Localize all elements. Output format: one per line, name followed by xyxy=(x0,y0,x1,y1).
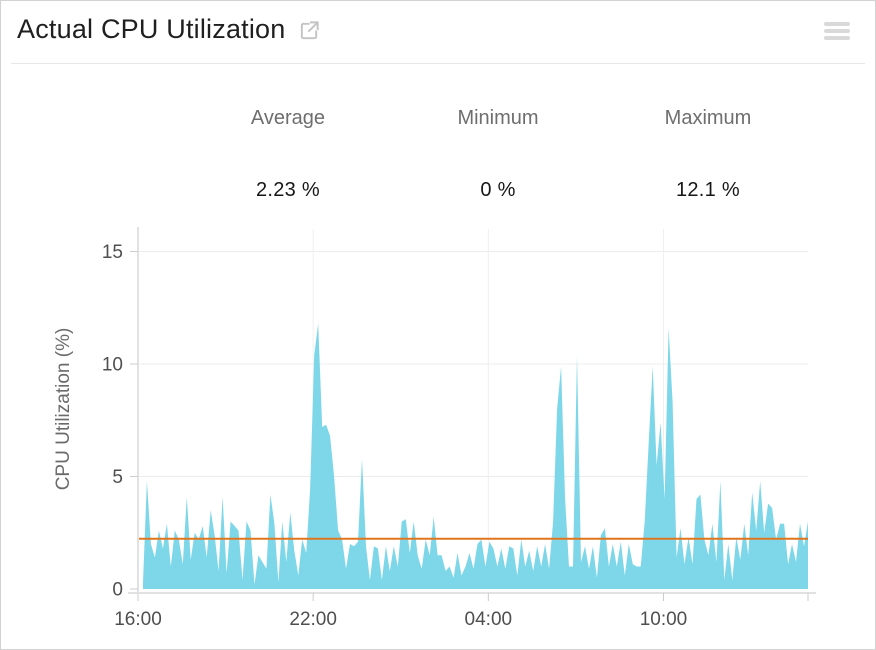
header-divider xyxy=(11,63,865,64)
stats-row: Average 2.23 % Minimum 0 % Maximum 12.1 … xyxy=(183,107,813,202)
x-tick-label: 04:00 xyxy=(465,609,513,630)
x-tick-label: 22:00 xyxy=(289,609,337,630)
panel-header: Actual CPU Utilization xyxy=(1,1,875,63)
cpu-area-series xyxy=(143,323,808,589)
y-tick-label: 5 xyxy=(112,467,123,488)
hamburger-menu-icon[interactable] xyxy=(824,22,850,40)
stat-maximum: Maximum 12.1 % xyxy=(603,107,813,202)
stat-average-label: Average xyxy=(250,107,326,129)
y-axis-title: CPU Utilization (%) xyxy=(53,328,74,491)
stat-maximum-value: 12.1 % xyxy=(675,179,741,201)
external-link-icon[interactable] xyxy=(298,19,321,42)
y-tick-label: 15 xyxy=(102,242,123,263)
stat-minimum-label: Minimum xyxy=(457,107,539,129)
stat-average: Average 2.23 % xyxy=(183,107,393,202)
y-tick-label: 10 xyxy=(102,355,123,376)
stat-minimum: Minimum 0 % xyxy=(393,107,603,202)
x-tick-label: 16:00 xyxy=(114,609,162,630)
stat-average-value: 2.23 % xyxy=(255,179,321,201)
page-title: Actual CPU Utilization xyxy=(17,14,286,44)
y-tick-label: 0 xyxy=(112,580,123,601)
stat-minimum-value: 0 % xyxy=(480,179,516,201)
x-tick-label: 10:00 xyxy=(640,609,688,630)
stat-maximum-label: Maximum xyxy=(664,107,752,129)
